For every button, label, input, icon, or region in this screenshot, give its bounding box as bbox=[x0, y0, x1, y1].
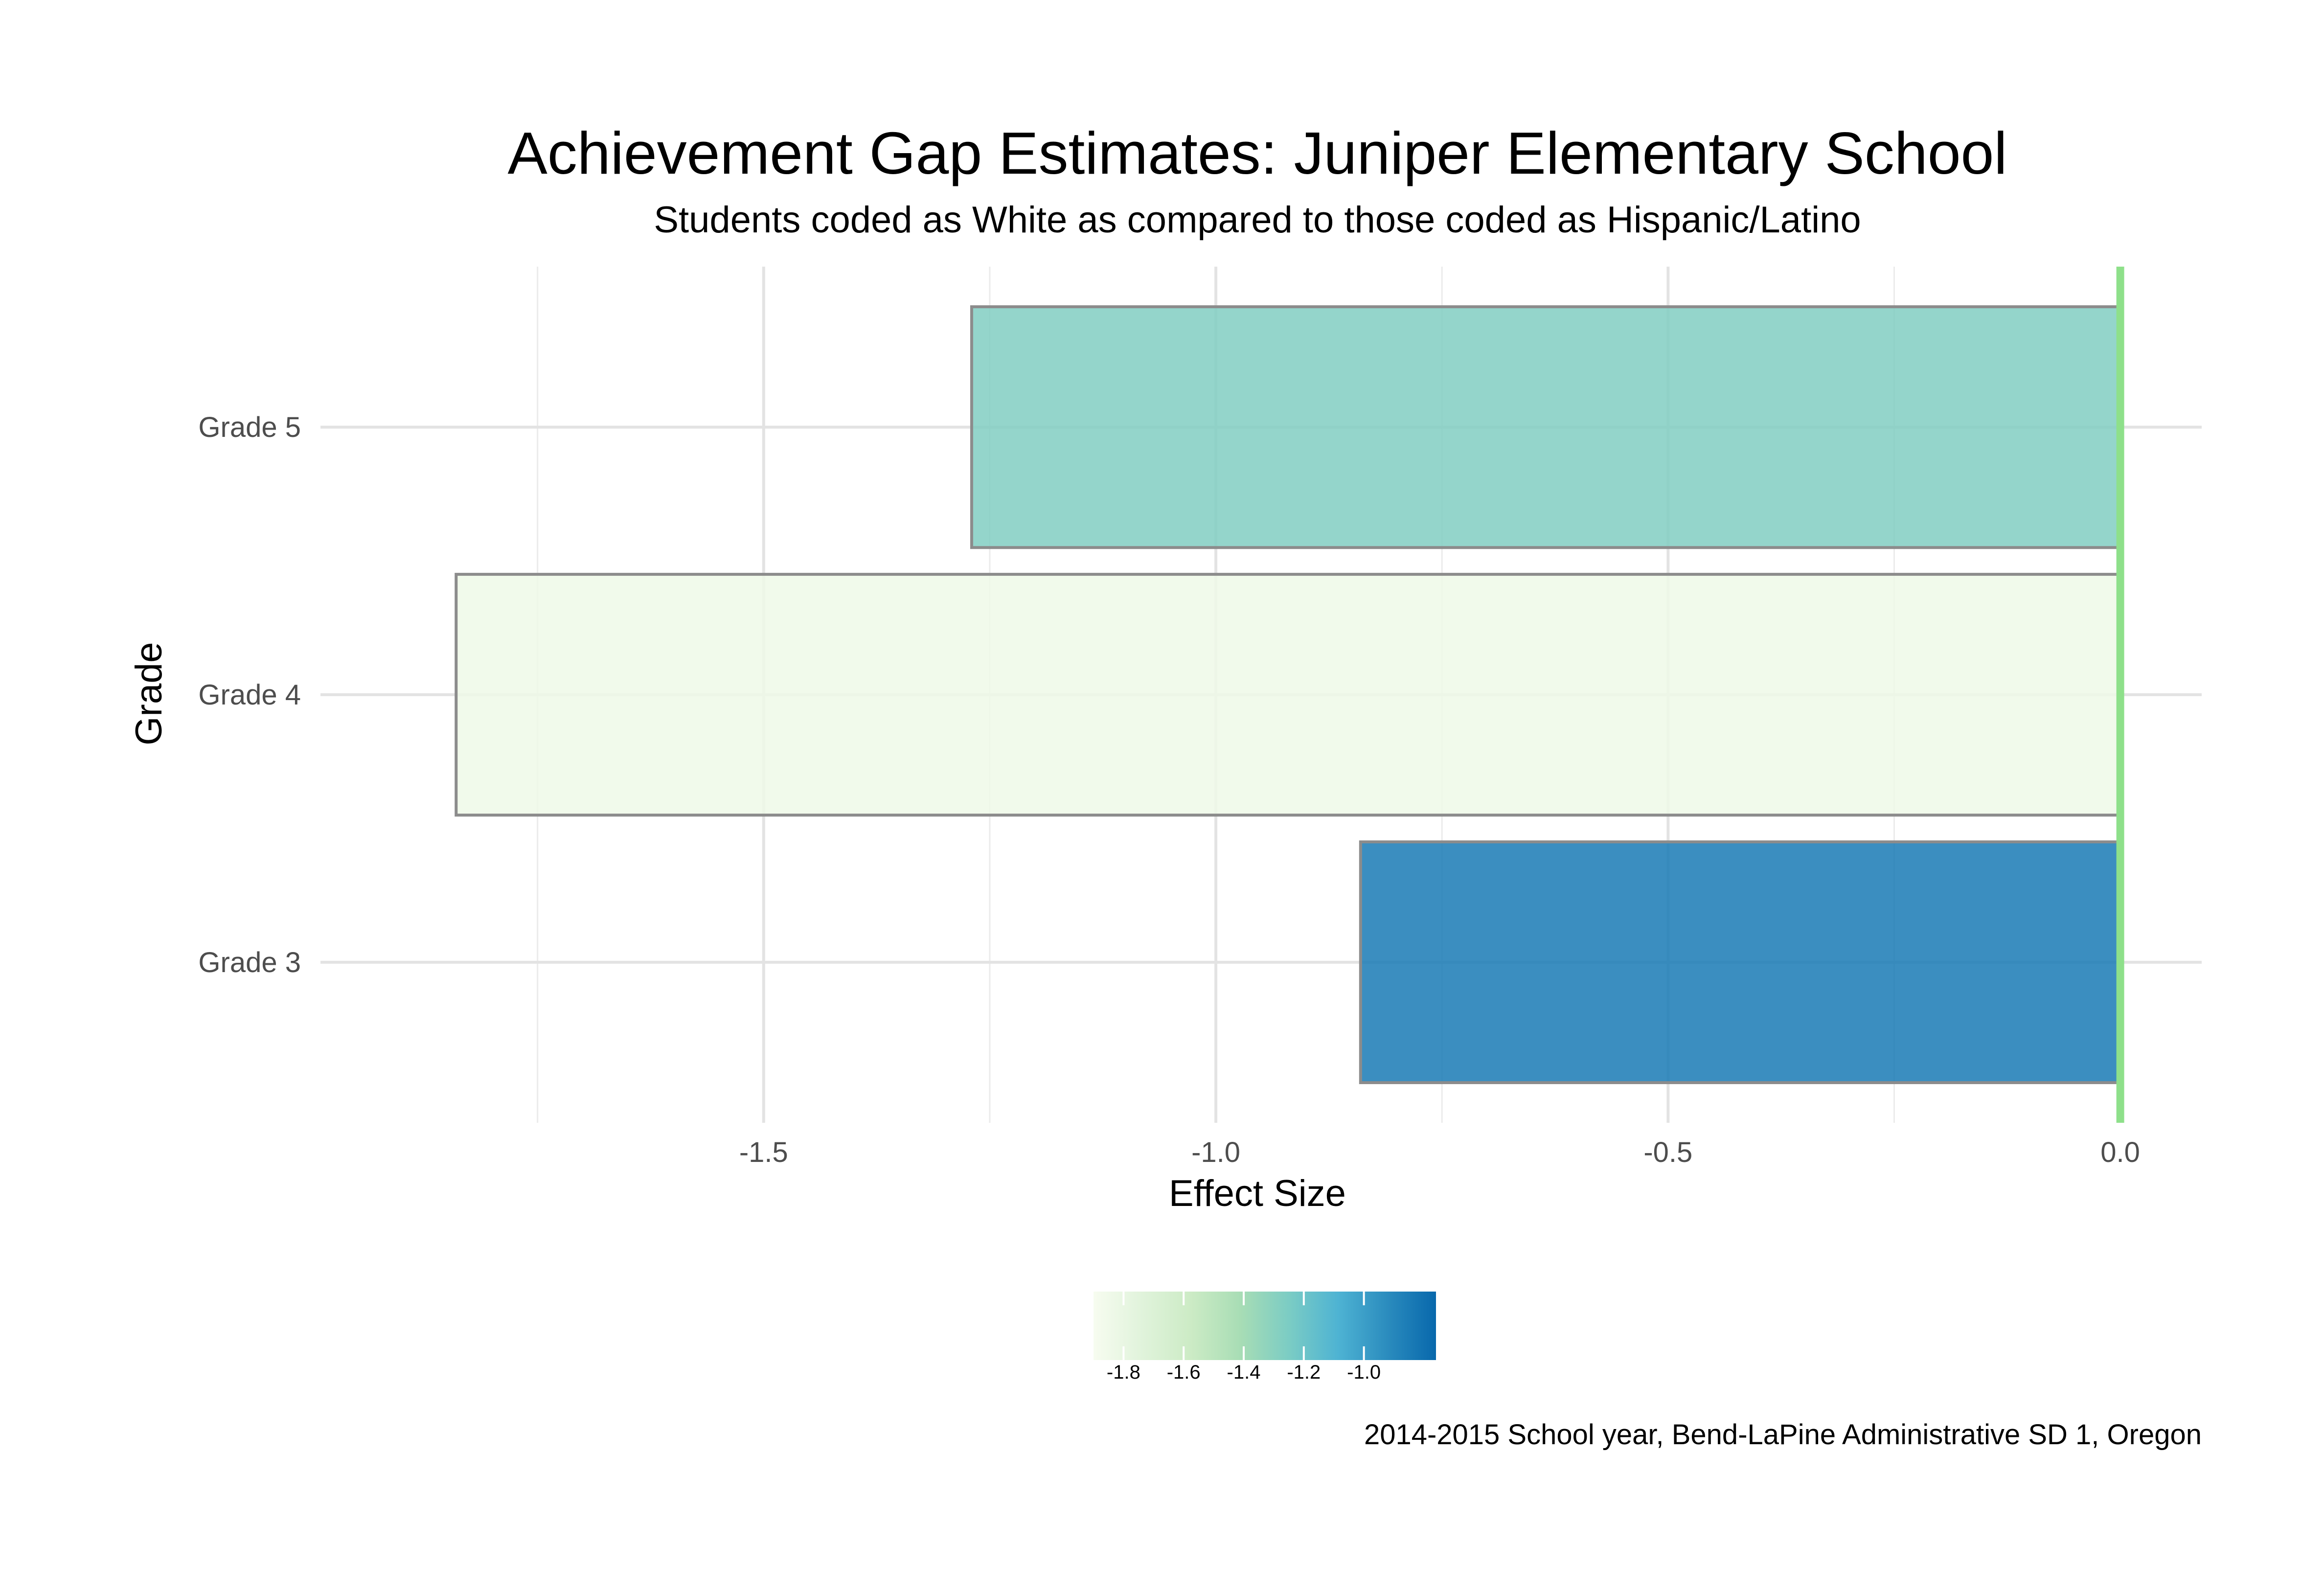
colorbar-tick-label: -1.2 bbox=[1287, 1362, 1321, 1383]
bars-layer bbox=[455, 305, 2122, 1084]
x-tick-label: -1.5 bbox=[739, 1136, 788, 1168]
bar-grade-3 bbox=[1359, 840, 2122, 1084]
colorbar bbox=[1094, 1292, 1436, 1360]
y-tick-label: Grade 3 bbox=[198, 947, 301, 978]
colorbar-tick-label: -1.4 bbox=[1227, 1362, 1261, 1383]
tick-label-layer: -1.5 -1.0 -0.5 0.0 Grade 3 Grade 4 Grade 5 bbox=[198, 411, 2140, 1168]
y-axis-label: Grade bbox=[128, 642, 170, 745]
colorbar-tick-label: -1.6 bbox=[1167, 1362, 1201, 1383]
chart-title: Achievement Gap Estimates: Juniper Eleme… bbox=[507, 120, 2007, 186]
x-tick-label: -0.5 bbox=[1643, 1136, 1692, 1168]
colorbar-tick-label: -1.8 bbox=[1107, 1362, 1140, 1383]
bar-grade-5 bbox=[970, 305, 2122, 549]
y-tick-label: Grade 4 bbox=[198, 679, 301, 711]
chart-caption: 2014-2015 School year, Bend-LaPine Admin… bbox=[1364, 1419, 2202, 1451]
x-tick-label: 0.0 bbox=[2100, 1136, 2140, 1168]
y-tick-label: Grade 5 bbox=[198, 411, 301, 443]
colorbar-tick-label: -1.0 bbox=[1347, 1362, 1381, 1383]
colorbar-legend: -1.8 -1.6 -1.4 -1.2 -1.0 bbox=[1094, 1292, 1436, 1383]
x-tick-label: -1.0 bbox=[1191, 1136, 1240, 1168]
x-axis-label: Effect Size bbox=[1169, 1173, 1346, 1214]
chart-subtitle: Students coded as White as compared to t… bbox=[654, 199, 1861, 241]
colorbar-ticks: -1.8 -1.6 -1.4 -1.2 -1.0 bbox=[1107, 1292, 1381, 1383]
bar-grade-4 bbox=[455, 572, 2122, 817]
